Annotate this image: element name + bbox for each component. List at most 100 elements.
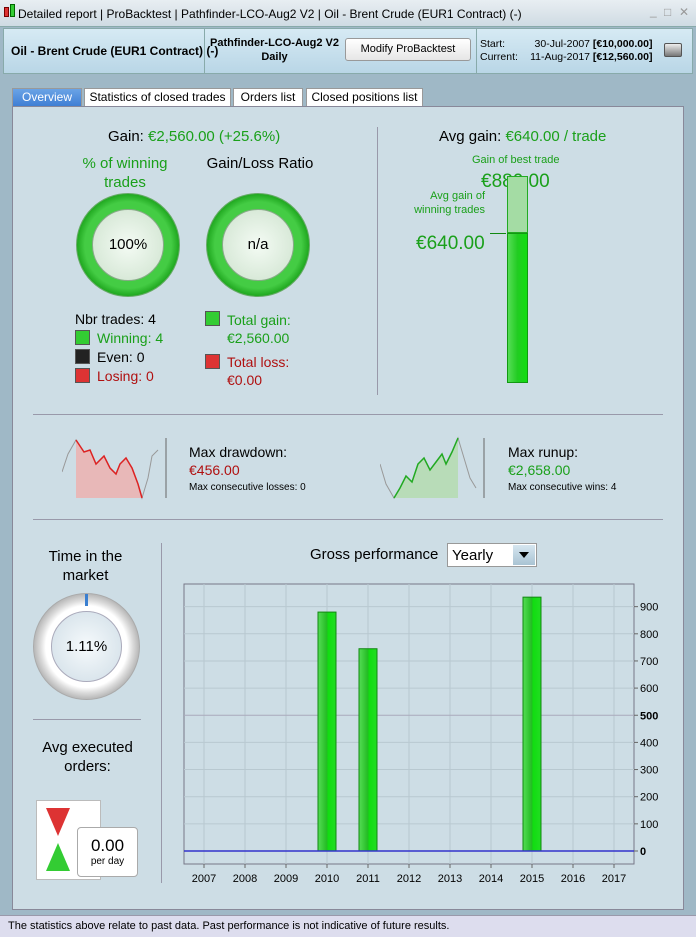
ratio-value: n/a — [222, 209, 294, 281]
x-tick-label: 2014 — [479, 873, 503, 885]
window-title: Detailed report | ProBacktest | Pathfind… — [18, 7, 522, 21]
avg-gain-label: Avg gain: — [439, 128, 502, 145]
avg-win-value: €640.00 — [416, 233, 485, 254]
max-runup-value: €2,658.00 — [508, 462, 571, 478]
start-value: [€10,000.00] — [592, 38, 653, 50]
even-swatch — [75, 349, 90, 364]
maximize-button[interactable]: □ — [664, 5, 672, 19]
total-gain-swatch — [205, 311, 220, 326]
candlestick-app-icon-2 — [10, 4, 15, 17]
winning-swatch — [75, 330, 90, 345]
bar-2011 — [358, 648, 378, 852]
modify-probacktest-button[interactable]: Modify ProBacktest — [345, 38, 471, 61]
title-part: Pathfinder-LCO-Aug2 V2 — [181, 7, 315, 21]
winning-title: % of winning trades — [82, 155, 168, 191]
gain-value: €2,560.00 (+25.6%) — [148, 128, 281, 145]
timeframe: Daily — [261, 51, 288, 63]
winning-count: Winning: 4 — [97, 330, 164, 346]
x-tick-label: 2008 — [233, 873, 257, 885]
losing-count: Losing: 0 — [97, 368, 154, 384]
current-value: [€12,560.00] — [592, 51, 653, 63]
divider — [377, 127, 378, 395]
y-tick-label: 700 — [640, 656, 658, 668]
total-gain-label: Total gain: — [227, 312, 291, 328]
x-tick-label: 2015 — [520, 873, 544, 885]
minimize-button[interactable]: _ — [650, 4, 657, 18]
tab-orders-list[interactable]: Orders list — [233, 88, 303, 106]
avg-win-label: Avg gain of winning trades — [414, 190, 485, 216]
close-button[interactable]: ✕ — [679, 5, 690, 19]
sell-arrow-icon — [46, 808, 70, 836]
y-tick-label: 500 — [640, 710, 658, 722]
title-part: ProBacktest — [106, 7, 172, 21]
runup-sparkline — [380, 436, 485, 499]
title-part: Oil - Brent Crude (EUR1 Contract) (-) — [324, 7, 522, 21]
time-market-indicator — [85, 594, 88, 606]
losing-swatch — [75, 368, 90, 383]
title-bar: Detailed report | ProBacktest | Pathfind… — [0, 0, 696, 27]
avg-orders-box: 0.00 per day — [77, 827, 138, 877]
start-date: 30-Jul-2007 — [534, 38, 590, 50]
avg-gain-summary: Avg gain: €640.00 / trade — [439, 128, 606, 145]
y-tick-label: 400 — [640, 737, 658, 749]
date-range: Start: 30-Jul-2007 [€10,000.00] Current: 1… — [480, 38, 652, 64]
max-runup-label: Max runup: — [508, 444, 579, 460]
title-part: Detailed report — [18, 7, 97, 21]
tab-statistics[interactable]: Statistics of closed trades — [84, 88, 231, 106]
y-tick-label: 200 — [640, 792, 658, 804]
total-loss-swatch — [205, 354, 220, 369]
total-loss: Total loss: €0.00 — [227, 353, 289, 389]
chevron-down-icon[interactable] — [513, 545, 535, 565]
max-consec-losses: Max consecutive losses: 0 — [189, 482, 306, 493]
print-icon[interactable] — [664, 43, 682, 57]
drawdown-sparkline — [62, 438, 167, 500]
candlestick-app-icon — [4, 7, 9, 17]
divider — [204, 29, 205, 73]
x-tick-label: 2012 — [397, 873, 421, 885]
y-tick-label: 0 — [640, 846, 646, 858]
y-tick-label: 900 — [640, 602, 658, 614]
x-tick-label: 2011 — [356, 873, 380, 885]
gross-perf-label: Gross performance — [310, 546, 439, 563]
tab-closed-positions[interactable]: Closed positions list — [306, 88, 423, 106]
backtest-header: Oil - Brent Crude (EUR1 Contract) (-) Pa… — [3, 28, 693, 74]
tab-overview[interactable]: Overview — [12, 88, 82, 106]
disclaimer: The statistics above relate to past data… — [0, 915, 696, 937]
max-drawdown-value: €456.00 — [189, 462, 240, 478]
current-date: 11-Aug-2017 — [530, 51, 590, 63]
nbr-trades: Nbr trades: 4 — [75, 311, 156, 327]
total-gain-value: €2,560.00 — [227, 330, 290, 346]
instrument-name: Oil - Brent Crude (EUR1 Contract) (-) — [11, 44, 219, 58]
divider — [161, 543, 162, 883]
system-info: Pathfinder-LCO-Aug2 V2 Daily — [207, 36, 342, 64]
divider — [33, 414, 663, 415]
current-label: Current: — [480, 51, 518, 63]
ratio-title: Gain/Loss Ratio — [206, 155, 314, 172]
winning-pct: 100% — [92, 209, 164, 281]
y-tick-label: 800 — [640, 629, 658, 641]
avg-gain-bar — [507, 233, 528, 383]
best-trade-label: Gain of best trade — [472, 154, 560, 166]
x-tick-label: 2009 — [274, 873, 298, 885]
start-label: Start: — [480, 38, 506, 50]
y-tick-label: 600 — [640, 683, 658, 695]
system-name: Pathfinder-LCO-Aug2 V2 — [210, 37, 339, 49]
x-tick-label: 2010 — [315, 873, 339, 885]
x-tick-label: 2016 — [561, 873, 585, 885]
bar-2010 — [317, 611, 337, 852]
best-trade-bar — [507, 176, 528, 233]
max-drawdown-label: Max drawdown: — [189, 444, 288, 460]
gain-summary: Gain: €2,560.00 (+25.6%) — [108, 128, 280, 145]
avg-orders-label: Avg executed orders: — [42, 739, 133, 775]
x-tick-label: 2013 — [438, 873, 462, 885]
y-tick-label: 100 — [640, 819, 658, 831]
max-consec-wins: Max consecutive wins: 4 — [508, 482, 617, 493]
period-select[interactable]: Yearly — [447, 543, 537, 567]
bar-2015 — [522, 596, 542, 852]
period-select-value: Yearly — [452, 547, 494, 564]
avg-orders-unit: per day — [90, 856, 125, 867]
arrow-icon — [490, 233, 506, 234]
total-loss-value: €0.00 — [227, 372, 263, 388]
time-market-label: Time in the market — [48, 548, 123, 584]
time-market-gauge — [33, 593, 140, 700]
